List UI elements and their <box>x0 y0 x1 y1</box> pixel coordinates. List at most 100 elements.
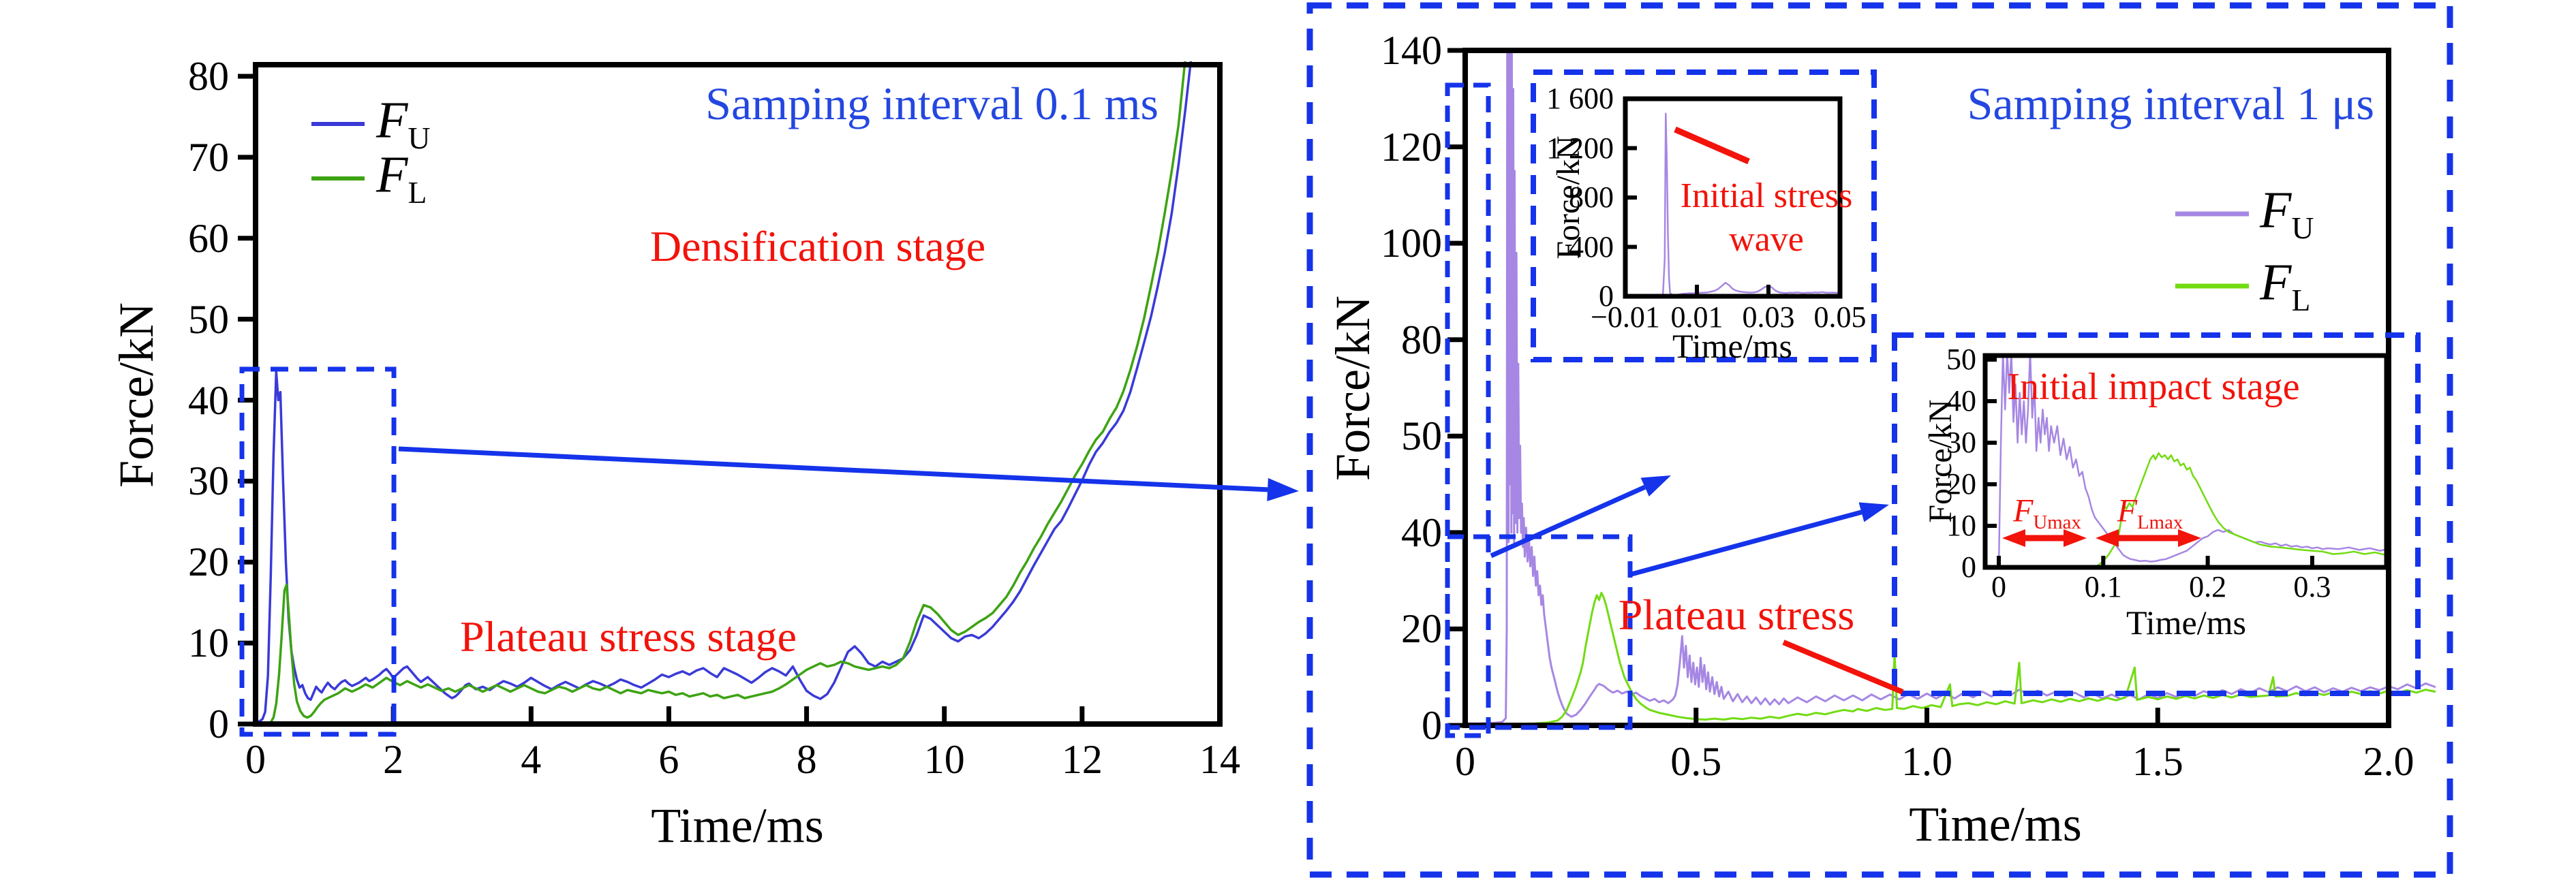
right-main-y-tick-label: 80 <box>1401 317 1442 362</box>
initial-impact-stage-label: Initial impact stage <box>2007 366 2300 408</box>
right-main-y-tick-label: 20 <box>1401 606 1442 652</box>
right-xaxis-label: Time/ms <box>1909 797 2082 851</box>
flmax-symbol: F <box>2117 492 2138 529</box>
inset1-x-tick-label: −0.01 <box>1591 300 1660 334</box>
inset2-x-tick-label: 0.2 <box>2189 570 2227 603</box>
right-main-y-tick-label: 0 <box>1422 703 1442 748</box>
inset1-y-tick-label: 1 200 <box>1546 131 1614 165</box>
inset2-plot-box <box>1982 353 2389 570</box>
inset1-y-tick-label: 1 600 <box>1546 82 1614 115</box>
right-chart-title: Samping interval 1 μs <box>1967 78 2374 129</box>
stress-wave-inset-arrow-shaft <box>1490 484 1646 559</box>
impact-stage-inset-arrow-shaft <box>1631 509 1862 577</box>
inset2-x-tick-label: 0.3 <box>2293 570 2331 603</box>
inset2-y-tick-label: 10 <box>1946 509 1976 542</box>
inset2-x-tick-label: 0 <box>1991 570 2006 603</box>
inset1-x-tick-label: 0.05 <box>1813 300 1867 334</box>
inset2-y-tick-label: 40 <box>1946 384 1976 418</box>
left-main-x-tick-label: 2 <box>383 737 404 782</box>
right-main-x-tick-label: 1.5 <box>2132 739 2183 784</box>
right-main-y-tick-label: 40 <box>1401 509 1442 555</box>
flmax-label: FLmax <box>2117 494 2183 532</box>
fl-symbol: F <box>2260 253 2292 311</box>
fumax-duration-arrow-left-head <box>2002 529 2025 547</box>
stress-wave-inset-arrow-head <box>1640 475 1671 497</box>
fu-subscript: U <box>2291 210 2314 245</box>
inset2-fu-curve <box>1997 356 2387 567</box>
inset1-y-tick-label: 800 <box>1569 180 1614 214</box>
inset2-fl-curve <box>2091 452 2387 567</box>
right-main-y-tick-label: 100 <box>1381 221 1442 266</box>
fumax-symbol: F <box>2013 492 2034 529</box>
left-main-y-tick-label: 70 <box>188 134 229 180</box>
left-main-fl-curve <box>269 61 1186 724</box>
right-legend-fu-label: FU <box>2260 185 2314 244</box>
right-legend-fl-label: FL <box>2260 257 2310 316</box>
left-main-y-tick-label: 0 <box>209 702 229 747</box>
inset1-xaxis-label: Time/ms <box>1672 327 1793 365</box>
left-main-y-tick-label: 40 <box>188 377 229 423</box>
inset2-yaxis-label: Force/kN <box>1922 399 1959 523</box>
left-main-x-tick-label: 14 <box>1199 737 1240 782</box>
densification-stage-label: Densification stage <box>649 222 986 270</box>
fumax-duration-arrow-right-head <box>2064 529 2087 547</box>
plateau-stress-label: Plateau stress <box>1618 591 1855 639</box>
right-main-y-tick-label: 50 <box>1401 413 1442 459</box>
fumax-subscript: Umax <box>2033 511 2081 533</box>
left-legend-fl-label: FL <box>376 149 427 208</box>
inset2-y-tick-label: 50 <box>1946 343 1976 376</box>
inset2-dashed-frame <box>1892 332 2421 696</box>
left-main-fu-curve <box>258 61 1193 723</box>
fu-symbol: F <box>2260 181 2292 239</box>
left-main-x-tick-label: 0 <box>245 737 266 782</box>
right-impact-stage-source-box <box>1445 534 1633 730</box>
inset2-x-tick-label: 0.1 <box>2084 570 2122 603</box>
left-yaxis-label: Force/kN <box>109 302 164 488</box>
left-main-plot-box <box>253 62 1223 727</box>
right-stress-wave-source-box <box>1445 82 1491 738</box>
inset2-plot-background <box>1985 356 2387 567</box>
left-main-x-tick-label: 4 <box>521 737 542 782</box>
left-main-y-tick-label: 30 <box>188 458 229 504</box>
inset1-y-tick-label: 400 <box>1569 230 1614 264</box>
flmax-duration-arrow-left-head <box>2096 529 2119 547</box>
left-to-right-zoom-arrow-shaft <box>398 446 1268 492</box>
inset1-plot-background <box>1625 99 1840 296</box>
fl-subscript: L <box>408 174 427 210</box>
fl-symbol: F <box>376 146 408 204</box>
right-yaxis-label: Force/kN <box>1325 296 1380 481</box>
inset2-y-tick-label: 20 <box>1946 467 1976 501</box>
left-main-y-tick-label: 50 <box>188 296 229 342</box>
left-main-y-tick-label: 10 <box>188 620 229 666</box>
right-panel-dashed-border <box>1306 2 2453 878</box>
inset1-dashed-frame <box>1531 69 1877 362</box>
left-main-y-tick-label: 60 <box>188 215 229 261</box>
right-main-x-tick-label: 2.0 <box>2363 739 2414 784</box>
plateau-stress-stage-label: Plateau stress stage <box>459 612 797 661</box>
right-main-y-tick-label: 120 <box>1381 124 1442 170</box>
initial-stress-wave-label-line1: Initial stress <box>1680 176 1853 215</box>
impact-stage-inset-arrow-head <box>1858 502 1889 522</box>
fu-subscript: U <box>408 120 431 155</box>
right-main-y-tick-label: 140 <box>1381 27 1442 73</box>
right-main-x-tick-label: 1.0 <box>1901 739 1952 784</box>
fu-symbol: F <box>376 91 408 149</box>
left-to-right-zoom-arrow-head <box>1267 477 1299 501</box>
initial-stress-wave-callout-line <box>1674 126 1750 165</box>
inset2-y-tick-label: 0 <box>1961 550 1976 584</box>
fl-subscript: L <box>2291 282 2311 317</box>
plateau-stress-callout-line <box>1782 640 1904 695</box>
left-main-y-tick-label: 80 <box>188 54 229 99</box>
flmax-duration-arrow-right-head <box>2178 529 2201 547</box>
initial-stress-wave-label-line2: wave <box>1729 220 1804 259</box>
left-main-y-tick-label: 20 <box>188 539 229 585</box>
inset1-x-tick-label: 0.01 <box>1670 300 1723 334</box>
left-legend-fu-label: FU <box>376 95 430 154</box>
left-main-x-tick-label: 10 <box>923 737 965 782</box>
inset2-y-tick-label: 30 <box>1946 426 1976 459</box>
right-main-x-tick-label: 0 <box>1455 739 1475 784</box>
left-main-x-tick-label: 6 <box>658 737 679 782</box>
right-main-x-tick-label: 0.5 <box>1670 739 1722 784</box>
